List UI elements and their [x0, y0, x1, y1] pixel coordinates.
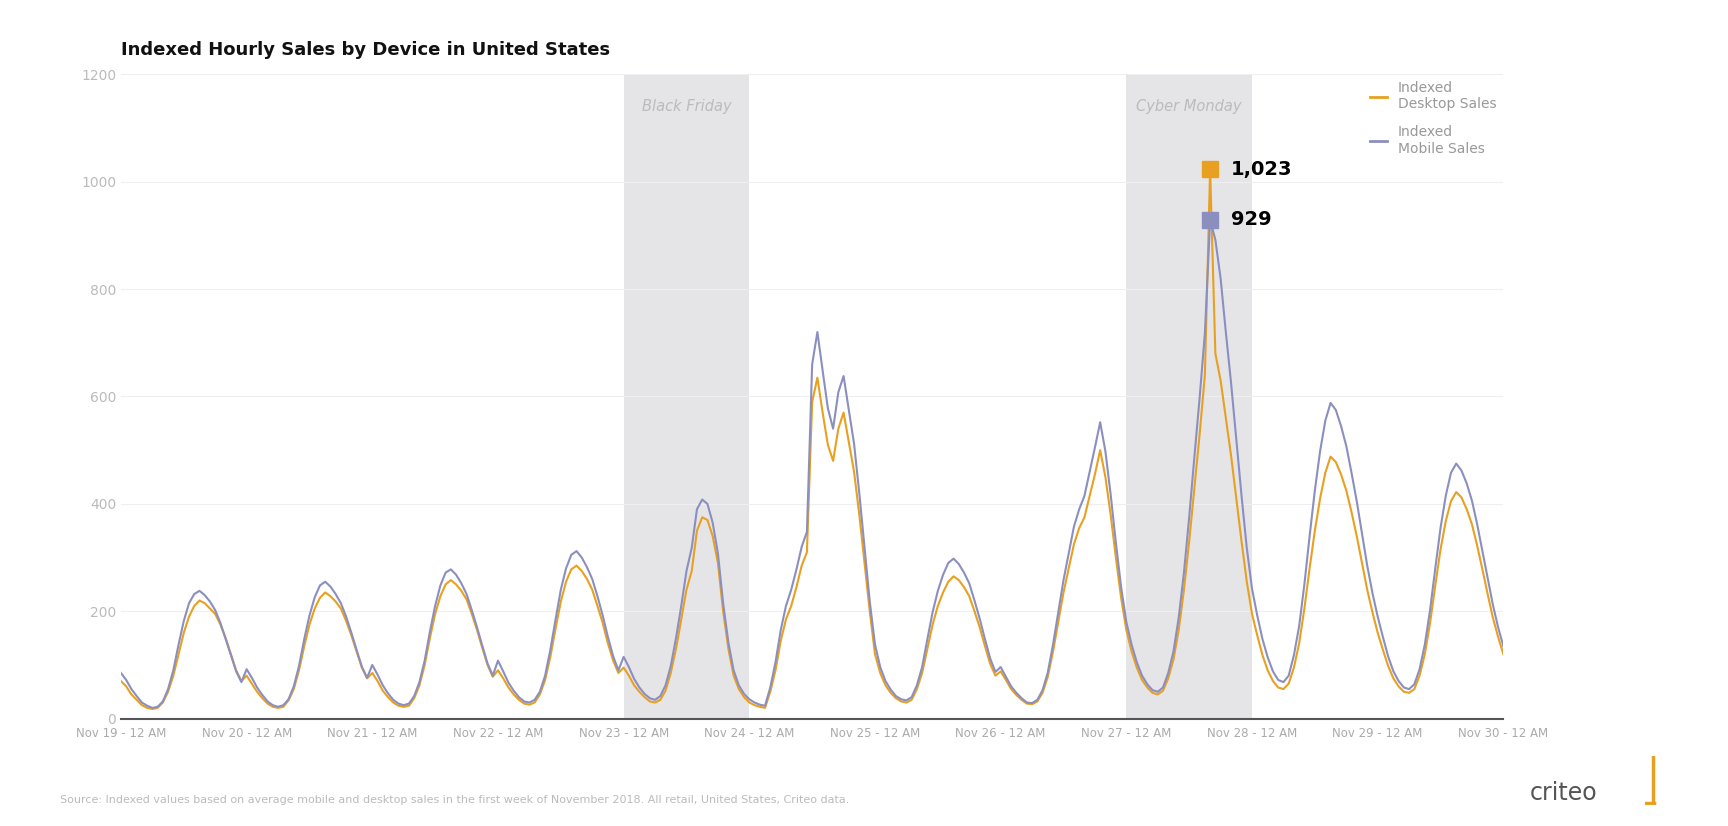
Text: 1,023: 1,023	[1230, 160, 1293, 179]
Text: 929: 929	[1230, 211, 1272, 230]
Legend: Indexed
Desktop Sales, Indexed
Mobile Sales: Indexed Desktop Sales, Indexed Mobile Sa…	[1370, 81, 1496, 155]
Bar	[1127, 74, 1253, 719]
Text: Indexed Hourly Sales by Device in United States: Indexed Hourly Sales by Device in United…	[121, 41, 610, 59]
Text: criteo: criteo	[1529, 781, 1597, 805]
Bar	[624, 74, 750, 719]
Text: Cyber Monday: Cyber Monday	[1137, 98, 1242, 113]
Text: Source: Indexed values based on average mobile and desktop sales in the first we: Source: Indexed values based on average …	[60, 795, 850, 805]
Text: Black Friday: Black Friday	[641, 98, 731, 113]
